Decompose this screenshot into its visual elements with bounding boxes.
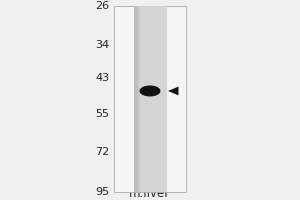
Text: 26: 26: [95, 1, 110, 11]
Text: 72: 72: [95, 147, 110, 157]
Text: 43: 43: [95, 73, 110, 83]
Text: 34: 34: [95, 40, 110, 50]
Text: m.liver: m.liver: [129, 187, 171, 200]
Text: 95: 95: [95, 187, 110, 197]
Text: 55: 55: [95, 109, 110, 119]
